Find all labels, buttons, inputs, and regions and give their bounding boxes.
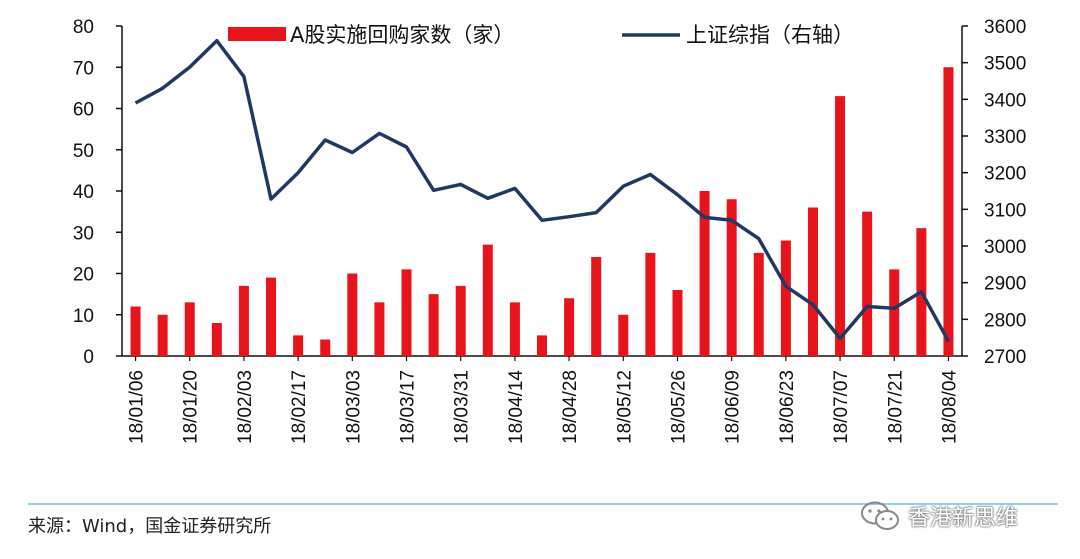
chart: 0 10 20 30 40 50 60 70 80 2700 2800 2900 3000 3100 32… [73, 17, 1026, 444]
bar [862, 211, 873, 356]
right-tick-label: 3500 [984, 54, 1026, 75]
bar [238, 285, 249, 356]
left-tick-label: 60 [73, 100, 94, 121]
legend: A股实施回购家数（家） 上证综指（右轴） [228, 23, 854, 47]
right-tick-label: 3200 [984, 164, 1026, 185]
right-tick-label: 2800 [984, 310, 1026, 331]
bar [293, 335, 304, 356]
x-tick-label: 18/02/03 [235, 370, 256, 444]
right-tick-label: 2900 [984, 274, 1026, 295]
source-note: 来源：Wind，国金证券研究所 [28, 516, 272, 537]
x-tick-label: 18/05/26 [668, 370, 689, 444]
x-tick-label: 18/01/06 [127, 370, 148, 444]
x-axis: 18/01/06 18/01/20 18/02/03 18/02/17 18/03/03… [127, 356, 960, 444]
x-tick-label: 18/03/03 [343, 370, 364, 444]
bar [753, 252, 764, 356]
bar [889, 269, 900, 356]
x-tick-label: 18/03/31 [452, 370, 473, 444]
bar [428, 294, 439, 356]
bar [401, 269, 412, 356]
x-tick-label: 18/08/04 [939, 370, 960, 444]
x-tick-label: 18/03/17 [398, 370, 419, 444]
legend-bar-swatch [228, 27, 286, 41]
right-tick-label: 3100 [984, 200, 1026, 221]
right-tick-label: 3600 [984, 17, 1026, 38]
bar [157, 314, 168, 356]
bar [618, 314, 629, 356]
bar [943, 67, 954, 356]
bar-series [130, 67, 954, 356]
left-tick-label: 20 [73, 265, 94, 286]
right-tick-label: 3400 [984, 90, 1026, 111]
index-line [134, 38, 951, 343]
bar [320, 339, 331, 356]
x-tick-label: 18/07/21 [885, 370, 906, 444]
bar [672, 290, 683, 356]
bar [130, 306, 141, 356]
x-tick-label: 18/02/17 [289, 370, 310, 444]
x-tick-label: 18/05/12 [614, 370, 635, 444]
x-tick-label: 18/04/28 [560, 370, 581, 444]
x-tick-label: 18/06/23 [777, 370, 798, 444]
left-tick-label: 70 [73, 58, 94, 79]
footer-divider [28, 503, 1058, 505]
x-tick-label: 18/04/14 [506, 370, 527, 444]
bar [699, 191, 710, 356]
x-tick-label: 18/01/20 [181, 370, 202, 444]
watermark: 香港新思维 [860, 500, 1018, 532]
right-tick-label: 3000 [984, 237, 1026, 258]
left-tick-label: 10 [73, 306, 94, 327]
left-tick-label: 0 [83, 347, 94, 368]
x-tick-label: 18/07/07 [831, 370, 852, 444]
bar [347, 273, 358, 356]
right-tick-label: 3300 [984, 127, 1026, 148]
bar [211, 323, 222, 356]
right-axis: 2700 2800 2900 3000 3100 3200 3300 3400 3500 3600 [962, 17, 1026, 368]
x-tick-label: 18/06/09 [723, 370, 744, 444]
bar [780, 240, 791, 356]
legend-line-label: 上证综指（右轴） [686, 23, 854, 47]
line-series [134, 38, 951, 343]
left-tick-label: 40 [73, 182, 94, 203]
bar [455, 285, 466, 356]
wechat-icon [861, 501, 899, 530]
left-tick-label: 50 [73, 141, 94, 162]
legend-bar-label: A股实施回购家数（家） [290, 23, 514, 47]
bar [564, 298, 575, 356]
left-tick-label: 80 [73, 17, 94, 38]
watermark-text: 香港新思维 [908, 506, 1019, 531]
bar [645, 252, 656, 356]
left-axis: 0 10 20 30 40 50 60 70 80 [73, 17, 122, 368]
bar [537, 335, 547, 356]
right-tick-label: 2700 [984, 347, 1026, 368]
bar [835, 96, 846, 356]
left-tick-label: 30 [73, 223, 94, 244]
bar [374, 302, 385, 356]
bar [266, 277, 277, 356]
bar [726, 199, 737, 356]
bar [482, 244, 493, 356]
bar [509, 302, 520, 356]
bar [184, 302, 195, 356]
bar [591, 257, 602, 356]
bar [807, 207, 818, 356]
